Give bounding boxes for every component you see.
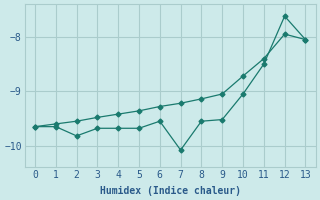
X-axis label: Humidex (Indice chaleur): Humidex (Indice chaleur) [100, 186, 241, 196]
